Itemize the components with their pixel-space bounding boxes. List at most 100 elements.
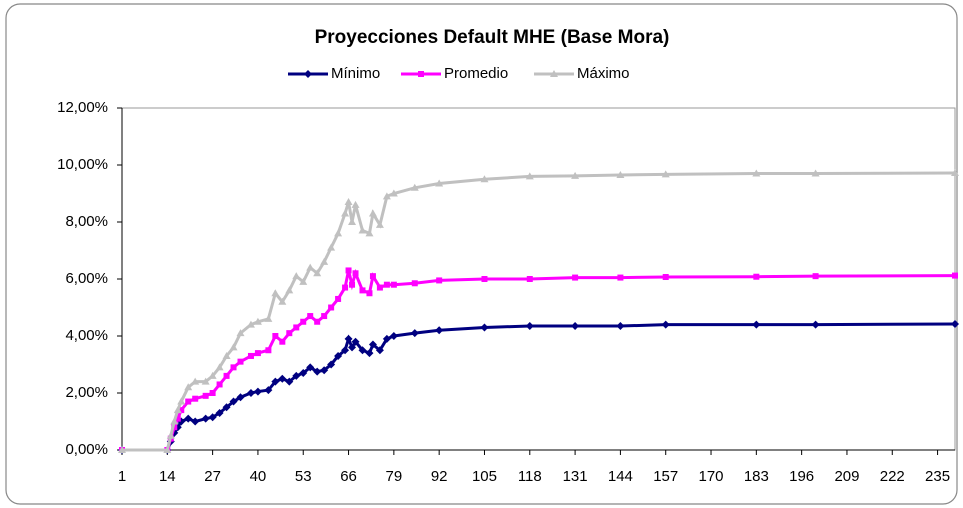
- x-tick-label: 131: [563, 468, 588, 485]
- marker: [313, 269, 322, 277]
- x-tick-label: 144: [608, 468, 633, 485]
- marker: [752, 169, 761, 177]
- marker: [170, 417, 179, 425]
- marker: [435, 179, 444, 187]
- marker: [358, 226, 367, 234]
- chart-frame: [5, 3, 958, 505]
- marker: [436, 277, 443, 284]
- marker: [278, 374, 287, 383]
- marker: [285, 286, 294, 294]
- marker: [271, 377, 280, 386]
- marker: [306, 263, 315, 271]
- marker: [279, 338, 286, 345]
- marker: [571, 171, 580, 179]
- marker: [278, 297, 287, 305]
- marker: [525, 172, 534, 180]
- marker: [191, 377, 200, 385]
- marker: [812, 273, 819, 280]
- x-tick-label: 79: [386, 468, 403, 485]
- marker: [389, 332, 398, 340]
- marker: [382, 192, 391, 200]
- marker: [616, 322, 625, 331]
- marker: [365, 349, 374, 358]
- marker: [334, 351, 343, 360]
- x-tick-label: 235: [925, 468, 950, 485]
- marker: [382, 334, 391, 343]
- marker: [208, 413, 217, 422]
- marker: [389, 189, 398, 197]
- marker: [359, 287, 366, 294]
- marker: [166, 431, 175, 439]
- marker: [246, 389, 255, 397]
- marker: [811, 169, 820, 177]
- marker: [341, 209, 350, 217]
- x-tick-label: 209: [834, 468, 859, 485]
- marker: [184, 383, 193, 391]
- marker: [173, 406, 182, 414]
- x-tick-label: 53: [295, 468, 312, 485]
- x-tick-label: 14: [159, 468, 176, 485]
- marker: [230, 364, 237, 371]
- marker: [272, 333, 279, 339]
- marker: [662, 274, 669, 281]
- marker: [951, 168, 959, 176]
- marker: [390, 281, 397, 288]
- chart-title: Proyecciones Default MHE (Base Mora): [315, 27, 670, 48]
- marker: [222, 351, 231, 359]
- marker: [306, 363, 315, 372]
- marker: [345, 267, 352, 274]
- marker: [271, 289, 280, 297]
- marker: [358, 346, 367, 355]
- y-tick-label: 6,00%: [65, 270, 108, 287]
- marker: [236, 393, 245, 402]
- marker: [264, 386, 273, 395]
- marker: [292, 371, 301, 380]
- marker: [328, 304, 335, 311]
- marker: [293, 324, 300, 331]
- x-tick-label: 118: [518, 468, 542, 485]
- x-tick-label: 27: [204, 468, 221, 485]
- marker: [264, 314, 273, 322]
- marker: [351, 337, 360, 346]
- y-tick-label: 4,00%: [65, 327, 108, 344]
- marker: [314, 318, 321, 325]
- marker: [208, 371, 217, 379]
- x-tick-label: 1: [118, 468, 126, 485]
- marker: [184, 414, 193, 423]
- marker: [313, 367, 322, 376]
- x-tick-label: 92: [431, 468, 448, 485]
- marker: [237, 358, 244, 365]
- marker: [265, 347, 272, 354]
- marker: [375, 220, 384, 228]
- marker: [185, 398, 192, 405]
- marker: [753, 273, 760, 280]
- marker: [286, 330, 293, 337]
- marker: [118, 446, 126, 453]
- marker: [229, 397, 238, 406]
- marker: [299, 277, 308, 285]
- marker: [253, 317, 262, 325]
- marker: [253, 387, 262, 396]
- marker: [376, 284, 383, 291]
- marker: [174, 415, 181, 422]
- marker: [351, 200, 360, 208]
- marker: [349, 281, 356, 288]
- legend-label: Promedio: [444, 65, 508, 82]
- x-tick-label: 105: [472, 468, 497, 485]
- x-tick-label: 40: [250, 468, 267, 485]
- marker: [320, 366, 329, 375]
- legend-label: Máximo: [577, 65, 630, 82]
- marker: [366, 290, 373, 297]
- marker: [335, 295, 342, 302]
- marker: [348, 343, 357, 352]
- marker: [344, 334, 353, 343]
- marker: [215, 408, 224, 417]
- marker: [365, 229, 374, 237]
- legend-marker: [304, 70, 312, 78]
- marker: [383, 281, 390, 288]
- marker: [411, 280, 418, 287]
- marker: [327, 243, 336, 251]
- marker: [480, 175, 489, 183]
- x-tick-label: 183: [744, 468, 769, 485]
